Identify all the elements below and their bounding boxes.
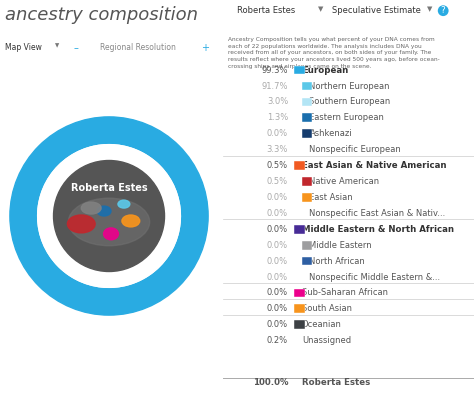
FancyBboxPatch shape xyxy=(294,225,305,234)
Ellipse shape xyxy=(122,215,140,227)
Text: 1.3%: 1.3% xyxy=(267,113,288,122)
FancyBboxPatch shape xyxy=(302,177,312,186)
FancyBboxPatch shape xyxy=(302,241,312,249)
Text: Middle Eastern & North African: Middle Eastern & North African xyxy=(302,225,454,234)
Ellipse shape xyxy=(67,215,95,233)
Text: 0.0%: 0.0% xyxy=(267,193,288,202)
Text: North African: North African xyxy=(310,256,365,266)
Text: 99.3%: 99.3% xyxy=(262,66,288,75)
Text: European: European xyxy=(302,66,348,75)
Text: 0.0%: 0.0% xyxy=(267,129,288,138)
Wedge shape xyxy=(86,147,95,164)
Circle shape xyxy=(54,161,164,271)
Text: 0.0%: 0.0% xyxy=(267,320,288,329)
FancyBboxPatch shape xyxy=(302,82,312,90)
FancyBboxPatch shape xyxy=(294,320,305,329)
Text: Ancestry Composition tells you what percent of your DNA comes from
each of 22 po: Ancestry Composition tells you what perc… xyxy=(228,37,439,69)
Text: Native American: Native American xyxy=(310,177,380,186)
Text: 0.0%: 0.0% xyxy=(267,288,288,297)
Text: East Asian & Native American: East Asian & Native American xyxy=(302,161,447,170)
Text: Southern European: Southern European xyxy=(310,97,391,107)
FancyBboxPatch shape xyxy=(294,304,305,313)
Text: ▼: ▼ xyxy=(55,43,59,48)
FancyBboxPatch shape xyxy=(294,161,305,170)
Text: Regional Resolution: Regional Resolution xyxy=(100,43,175,52)
Ellipse shape xyxy=(97,206,111,216)
Text: Roberta Estes: Roberta Estes xyxy=(71,183,147,193)
Text: 0.0%: 0.0% xyxy=(267,225,288,234)
Text: South Asian: South Asian xyxy=(302,304,352,313)
Text: Eastern European: Eastern European xyxy=(310,113,384,122)
Text: +: + xyxy=(201,43,210,53)
Text: Sub-Saharan African: Sub-Saharan African xyxy=(302,288,388,297)
Text: Ashkenazi: Ashkenazi xyxy=(310,129,352,138)
Text: Northern European: Northern European xyxy=(310,81,390,90)
Circle shape xyxy=(37,145,181,287)
FancyBboxPatch shape xyxy=(302,257,312,266)
Text: East Asian: East Asian xyxy=(310,193,353,202)
Ellipse shape xyxy=(103,228,118,240)
Text: Nonspecific Middle Eastern &...: Nonspecific Middle Eastern &... xyxy=(310,273,440,282)
Text: Middle Eastern: Middle Eastern xyxy=(310,241,372,250)
Text: ancestry composition: ancestry composition xyxy=(5,6,198,24)
Text: 0.0%: 0.0% xyxy=(267,209,288,218)
FancyBboxPatch shape xyxy=(302,193,312,202)
Text: Speculative Estimate: Speculative Estimate xyxy=(332,6,420,15)
Ellipse shape xyxy=(81,202,101,214)
Ellipse shape xyxy=(68,198,150,246)
Ellipse shape xyxy=(118,200,130,208)
Wedge shape xyxy=(93,145,109,162)
Wedge shape xyxy=(91,146,97,162)
FancyBboxPatch shape xyxy=(302,129,312,138)
Text: 0.0%: 0.0% xyxy=(267,273,288,282)
Circle shape xyxy=(10,117,208,315)
Text: Nonspecific East Asian & Nativ...: Nonspecific East Asian & Nativ... xyxy=(310,209,446,218)
Text: –: – xyxy=(73,43,78,53)
Text: 0.5%: 0.5% xyxy=(267,177,288,186)
FancyBboxPatch shape xyxy=(302,114,312,122)
Text: ?: ? xyxy=(441,6,446,15)
FancyBboxPatch shape xyxy=(294,289,305,297)
Text: Map View: Map View xyxy=(5,43,42,52)
Text: Unassigned: Unassigned xyxy=(302,336,351,345)
Text: Roberta Estes: Roberta Estes xyxy=(302,378,370,387)
Text: Roberta Estes: Roberta Estes xyxy=(237,6,295,15)
Text: ▼: ▼ xyxy=(427,6,432,12)
Text: 0.0%: 0.0% xyxy=(267,304,288,313)
Text: 0.2%: 0.2% xyxy=(267,336,288,345)
Wedge shape xyxy=(73,149,91,168)
Text: 0.0%: 0.0% xyxy=(267,241,288,250)
Text: 91.7%: 91.7% xyxy=(262,81,288,90)
Text: 0.5%: 0.5% xyxy=(267,161,288,170)
Text: Nonspecific European: Nonspecific European xyxy=(310,145,401,154)
Text: 3.0%: 3.0% xyxy=(267,97,288,107)
Text: Oceanian: Oceanian xyxy=(302,320,342,329)
FancyBboxPatch shape xyxy=(302,97,312,106)
Text: 3.3%: 3.3% xyxy=(267,145,288,154)
FancyBboxPatch shape xyxy=(294,66,305,74)
Text: 0.0%: 0.0% xyxy=(267,256,288,266)
Wedge shape xyxy=(37,145,181,287)
Text: ▼: ▼ xyxy=(318,6,323,12)
Text: 100.0%: 100.0% xyxy=(253,378,288,387)
